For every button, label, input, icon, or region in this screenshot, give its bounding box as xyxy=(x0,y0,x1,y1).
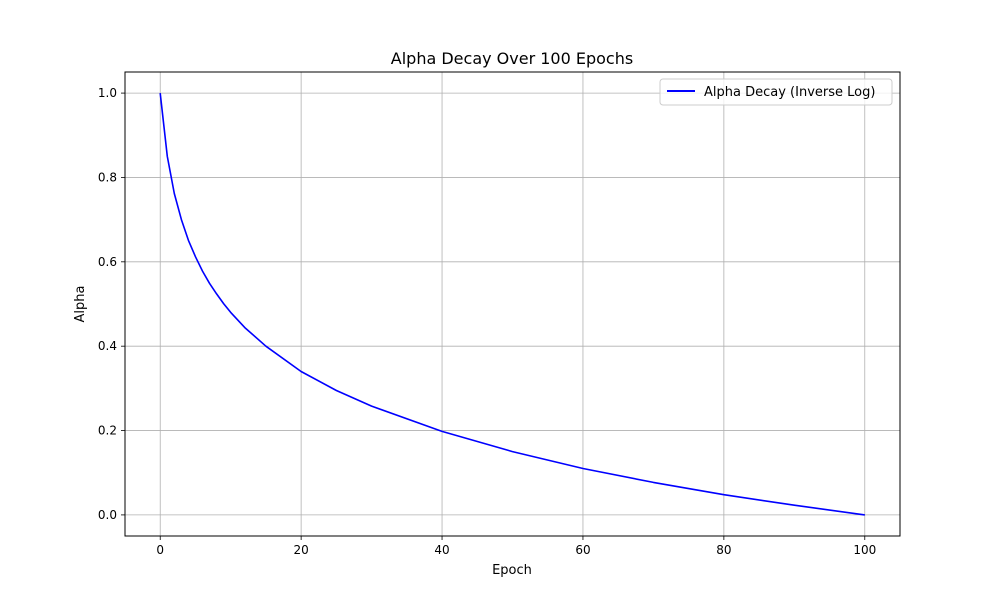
plot-frame xyxy=(124,71,901,537)
legend-label: Alpha Decay (Inverse Log) xyxy=(704,85,875,100)
x-tick-label: 0 xyxy=(156,543,164,557)
legend-box xyxy=(659,78,893,106)
chart-title: Alpha Decay Over 100 Epochs xyxy=(391,49,633,68)
x-tick-label: 100 xyxy=(853,543,876,557)
y-tick-label: 1.0 xyxy=(98,86,117,100)
x-tick-label: 40 xyxy=(434,543,449,557)
y-tick-label: 0.0 xyxy=(98,508,117,522)
y-tick-label: 0.4 xyxy=(98,339,117,353)
y-tick-label: 0.2 xyxy=(98,424,117,438)
grid xyxy=(125,72,900,536)
y-axis-label: Alpha xyxy=(73,286,88,323)
series-line xyxy=(159,93,865,516)
legend: Alpha Decay (Inverse Log) xyxy=(659,78,893,106)
ticks: 0 20 40 60 80 100 0.0 0.2 0.4 0.6 0.8 1.0 xyxy=(98,86,876,557)
x-tick-label: 20 xyxy=(293,543,308,557)
series-layer xyxy=(159,93,865,516)
x-axis-label: Epoch xyxy=(492,563,532,578)
y-tick-label: 0.6 xyxy=(98,255,117,269)
y-tick-label: 0.8 xyxy=(98,170,117,184)
x-tick-label: 80 xyxy=(716,543,731,557)
x-tick-label: 60 xyxy=(575,543,590,557)
